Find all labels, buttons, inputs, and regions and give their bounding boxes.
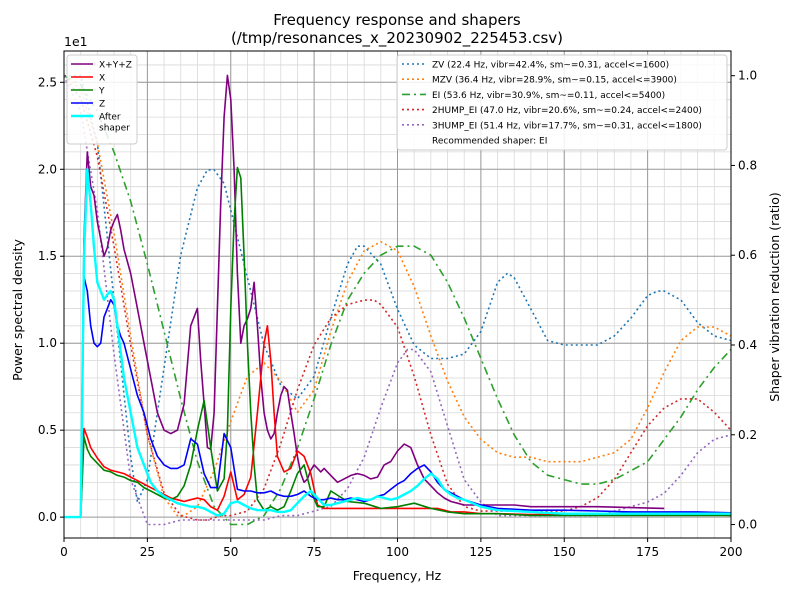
legend-label: 2HUMP_EI (47.0 Hz, vibr=20.6%, sm~=0.24,… (432, 106, 702, 116)
x-tick-label: 25 (140, 545, 155, 559)
legend-right: ZV (22.4 Hz, vibr=42.4%, sm~=0.31, accel… (396, 54, 728, 151)
legend-label: After (99, 113, 121, 123)
y2-axis-label: Shaper vibration reduction (ratio) (767, 192, 782, 402)
x-axis-label: Frequency, Hz (353, 568, 442, 583)
y2-tick-label: 0.6 (738, 248, 757, 262)
y2-tick-label: 0.4 (738, 338, 757, 352)
x-tick-label: 150 (553, 545, 576, 559)
legend-label: Y (98, 87, 105, 97)
y-offset-label: 1e1 (64, 34, 88, 49)
shaper-line-zv (64, 74, 731, 503)
shaper-line-mzv (64, 75, 731, 517)
psd-line-x-y-z (64, 74, 665, 518)
legend-label: X+Y+Z (99, 61, 132, 71)
y-tick-label: 0.5 (38, 423, 57, 437)
shaper-line-ei (64, 74, 731, 526)
legend-label: EI (53.6 Hz, vibr=30.9%, sm~=0.11, accel… (432, 91, 665, 101)
legend-label: shaper (99, 124, 130, 134)
y-tick-label: 2.5 (38, 75, 57, 89)
psd-line-x (64, 325, 731, 518)
x-tick-label: 125 (469, 545, 492, 559)
legend-right-box (396, 54, 728, 151)
legend-label: 3HUMP_EI (51.4 Hz, vibr=17.7%, sm~=0.31,… (432, 121, 702, 131)
y-tick-label: 1.0 (38, 336, 57, 350)
legend-label: X (99, 74, 105, 84)
chart-subtitle: (/tmp/resonances_x_20230902_225453.csv) (231, 29, 563, 48)
x-tick-label: 75 (306, 545, 321, 559)
x-tick-label: 175 (636, 545, 659, 559)
recommended-shaper-label: Recommended shaper: EI (432, 137, 547, 147)
y-tick-label: 1.5 (38, 249, 57, 263)
x-tick-label: 50 (223, 545, 238, 559)
y2-tick-label: 0.0 (738, 518, 757, 532)
y-tick-label: 0.0 (38, 510, 57, 524)
legend-label: Z (99, 100, 105, 110)
y2-tick-label: 0.2 (738, 428, 757, 442)
x-tick-label: 100 (386, 545, 409, 559)
plot-frame (63, 50, 732, 539)
psd-line-y (64, 166, 731, 518)
x-tick-label: 200 (720, 545, 743, 559)
y-axis-label: Power spectral density (10, 239, 25, 381)
x-tick-label: 0 (60, 545, 68, 559)
psd-line-after-shaper (64, 168, 731, 519)
shaper-line-2hump-ei (64, 75, 731, 521)
y2-tick-label: 0.8 (738, 158, 757, 172)
chart-title: Frequency response and shapers (273, 11, 521, 29)
legend-label: MZV (36.4 Hz, vibr=28.9%, sm~=0.15, acce… (432, 76, 677, 86)
legend-label: ZV (22.4 Hz, vibr=42.4%, sm~=0.31, accel… (432, 61, 669, 71)
y-tick-label: 2.0 (38, 162, 57, 176)
axis-ticks: 0 25 50 75 100 125 150 175 200 0.0 0.5 1.0 1.5 2.0 2.5… (38, 69, 757, 559)
y2-tick-label: 1.0 (738, 69, 757, 83)
series-layer (64, 74, 731, 526)
